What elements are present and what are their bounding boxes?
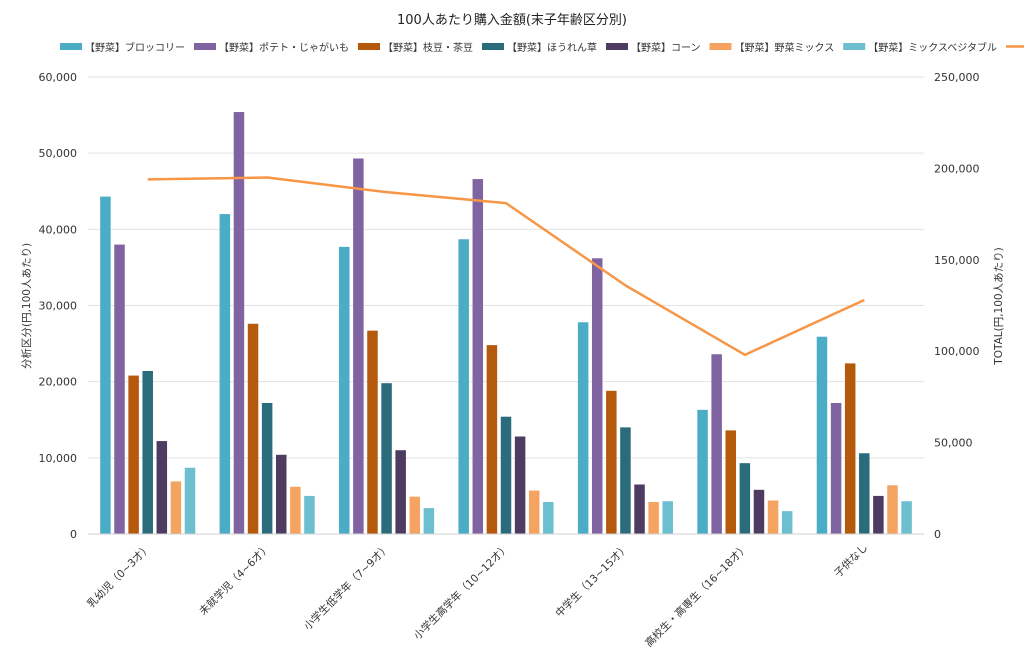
bar — [170, 481, 182, 534]
legend-swatch — [60, 43, 82, 50]
bar — [247, 323, 259, 534]
legend-swatch — [482, 43, 504, 50]
bar — [304, 495, 315, 534]
y-right-tick-label: 250,000 — [934, 71, 980, 84]
bar — [100, 196, 111, 534]
bar — [753, 489, 765, 534]
legend-label: 【野菜】野菜ミックス — [735, 42, 835, 54]
y-right-tick-label: 150,000 — [934, 254, 980, 267]
y-axis-right-title: TOTAL(円,100人あたり) — [993, 247, 1005, 365]
bar — [634, 484, 645, 534]
y-left-tick-label: 0 — [70, 528, 77, 541]
legend-label: 【野菜】ブロッコリー — [85, 41, 185, 54]
bar — [781, 511, 793, 534]
bar — [500, 416, 512, 534]
x-category-label: 小学生高学年（10~12才） — [411, 541, 512, 642]
legend-label: 【野菜】コーン — [631, 42, 701, 54]
bar — [620, 427, 631, 534]
bar — [648, 502, 659, 534]
y-axis-right: 0 50,000 100,000 150,000 200,000 250,000 — [934, 71, 980, 541]
x-axis: 乳幼児（0~3才） 未就学児（4~6才） 小学生低学年（7~9才） 小学生高学年（10… — [84, 533, 924, 650]
bar — [261, 402, 273, 534]
y-axis-left-title: 分析区分(円,100人あたり) — [20, 243, 33, 369]
y-left-tick-label: 10,000 — [39, 452, 78, 465]
bar — [409, 496, 421, 534]
bar — [114, 244, 125, 535]
total-line — [147, 176, 865, 357]
total-line-series — [147, 176, 865, 357]
bar — [543, 502, 554, 534]
bar — [275, 454, 287, 534]
bar-series — [100, 112, 912, 535]
bar — [219, 214, 231, 534]
legend-swatch — [606, 43, 628, 50]
x-category-label: 乳幼児（0~3才） — [84, 541, 153, 610]
legend-label: 【野菜】ポテト・じゃがいも — [219, 41, 349, 54]
y-left-tick-label: 60,000 — [39, 71, 78, 84]
bar — [142, 371, 153, 534]
bar — [901, 501, 912, 534]
bar — [367, 330, 378, 534]
y-right-tick-label: 0 — [934, 528, 941, 541]
y-left-tick-label: 50,000 — [39, 147, 78, 160]
y-left-tick-label: 40,000 — [39, 223, 78, 236]
legend-swatch — [709, 43, 732, 50]
bar — [662, 501, 673, 534]
bar — [873, 495, 884, 534]
bar — [591, 258, 603, 534]
bar — [128, 375, 139, 534]
bar — [381, 383, 392, 534]
legend-swatch — [843, 43, 866, 50]
legend-label: 【野菜】ミックスベジタブル — [868, 41, 997, 54]
legend-swatch — [194, 43, 216, 50]
bar — [725, 430, 737, 534]
y-left-tick-label: 20,000 — [39, 376, 78, 389]
y-left-tick-label: 30,000 — [39, 300, 78, 313]
bar — [859, 453, 870, 534]
x-category-label: 子供なし — [832, 541, 871, 580]
y-right-tick-label: 200,000 — [934, 162, 980, 175]
bar — [290, 486, 301, 534]
bar — [233, 112, 245, 534]
bar — [816, 336, 828, 534]
bar — [767, 500, 779, 534]
bar — [514, 436, 526, 534]
bar — [711, 354, 722, 534]
bar — [423, 508, 435, 534]
x-category-label: 未就学児（4~6才） — [196, 541, 273, 618]
y-right-tick-label: 100,000 — [934, 345, 980, 358]
legend-label: 【野菜】ほうれん草 — [507, 42, 597, 54]
bar — [472, 179, 484, 534]
bar — [156, 441, 168, 534]
bar — [528, 490, 540, 534]
bar — [353, 158, 364, 534]
y-right-tick-label: 50,000 — [934, 437, 973, 450]
bar — [739, 463, 751, 534]
bar — [697, 409, 708, 534]
bar — [458, 239, 469, 535]
chart-title: 100人あたり購入金額(末子年齢区分別) — [397, 12, 627, 28]
bar — [830, 402, 842, 534]
legend-swatch — [358, 43, 380, 50]
bar — [395, 450, 406, 534]
bar — [606, 390, 617, 534]
bar — [844, 363, 856, 534]
x-category-label: 小学生低学年（7~9才） — [301, 541, 393, 633]
legend: 【野菜】ブロッコリー 【野菜】ポテト・じゃがいも 【野菜】枝豆・茶豆 【野菜】ほうれん… — [60, 41, 1024, 54]
bar — [339, 246, 350, 534]
x-category-label: 中学生（13~15才） — [553, 541, 632, 620]
bar — [486, 345, 498, 534]
bar — [577, 322, 589, 534]
y-axis-left: 0 10,000 20,000 30,000 40,000 50,000 60,000 — [39, 71, 78, 541]
bar — [887, 485, 898, 534]
x-category-label: 高校生・高専生（16~18才） — [642, 541, 751, 650]
bar — [184, 467, 196, 534]
legend-label: 【野菜】枝豆・茶豆 — [383, 41, 473, 54]
